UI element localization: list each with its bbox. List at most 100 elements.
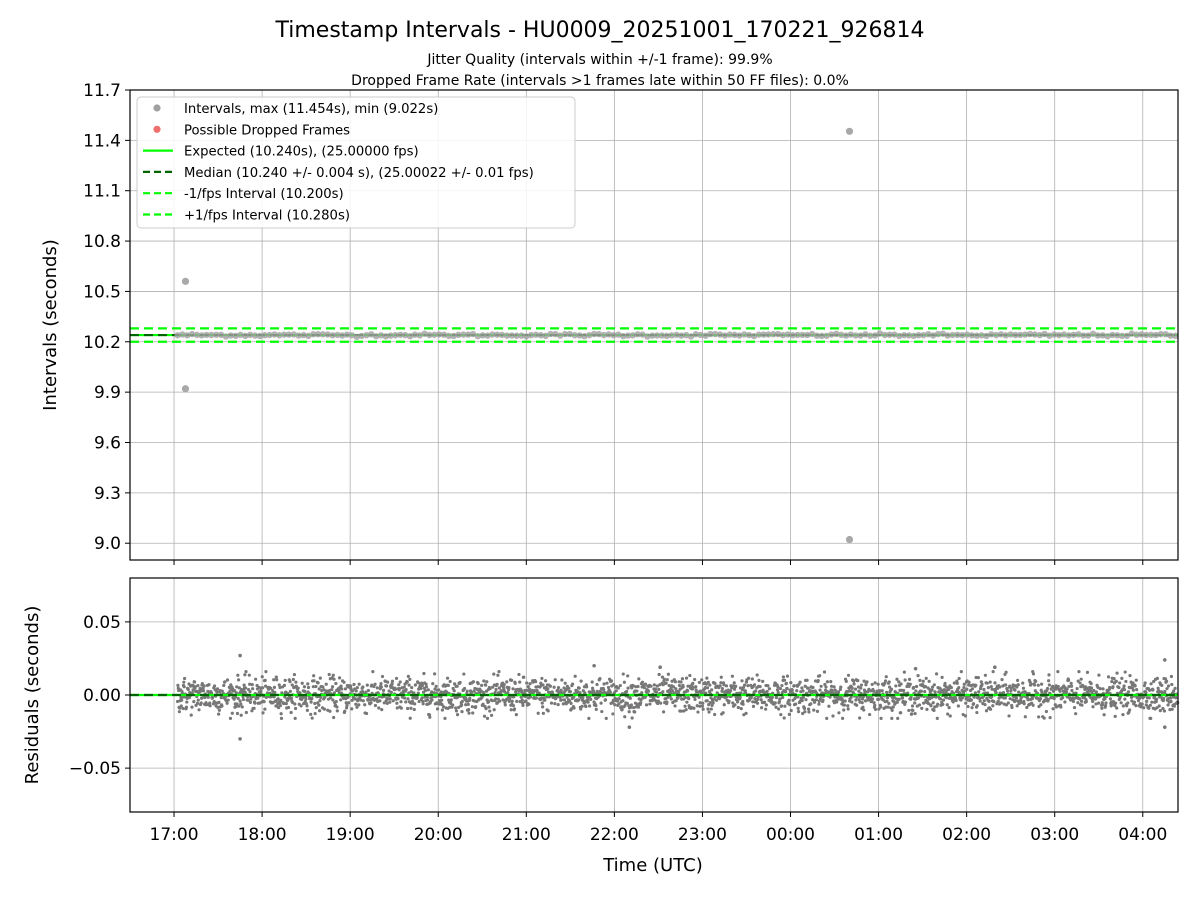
residual-point	[301, 695, 305, 699]
residual-point	[310, 716, 314, 720]
interval-point	[823, 332, 830, 339]
residual-point	[407, 691, 411, 695]
residual-point	[577, 698, 581, 702]
residual-point	[448, 679, 452, 684]
residual-point	[976, 675, 980, 680]
interval-point	[387, 332, 394, 339]
residual-point	[558, 695, 562, 699]
residual-point	[314, 684, 318, 689]
residual-point	[673, 680, 678, 684]
residual-point	[860, 701, 864, 705]
residual-point	[390, 679, 395, 683]
residual-point	[836, 690, 841, 694]
residual-point	[722, 703, 726, 707]
residual-point	[846, 673, 851, 677]
residual-point	[431, 682, 435, 686]
residual-point	[568, 699, 572, 703]
residual-point	[313, 711, 317, 716]
residual-point	[223, 680, 227, 684]
residual-point	[829, 684, 834, 688]
residual-point	[800, 686, 804, 690]
residual-point	[770, 695, 774, 699]
residual-point	[460, 710, 464, 714]
residual-point	[378, 699, 382, 703]
residual-point	[1169, 696, 1173, 700]
residual-point	[983, 673, 987, 677]
residual-point	[975, 704, 979, 708]
residual-point	[197, 708, 201, 712]
residual-point	[868, 712, 872, 717]
interval-point	[978, 332, 985, 339]
residual-point	[719, 681, 723, 685]
residual-point	[698, 701, 702, 705]
residual-point	[1091, 705, 1095, 709]
residual-point	[883, 679, 888, 683]
residual-point	[1092, 688, 1096, 693]
residual-point	[525, 681, 529, 685]
interval-point	[619, 332, 627, 340]
residual-point	[1134, 704, 1138, 708]
residual-point	[1000, 677, 1004, 682]
residual-point	[885, 690, 889, 694]
residual-point	[385, 701, 389, 705]
residual-point	[1114, 679, 1118, 683]
residual-point	[586, 700, 590, 704]
residual-point	[879, 705, 883, 709]
residual-point	[676, 696, 680, 700]
residual-point	[583, 691, 587, 695]
residual-point	[738, 695, 742, 699]
interval-point	[411, 331, 419, 338]
residual-point	[1101, 687, 1105, 691]
residual-point	[762, 700, 767, 704]
residual-point	[660, 675, 665, 679]
residual-point	[569, 701, 573, 705]
residual-point	[1144, 691, 1148, 695]
residual-point	[916, 696, 921, 700]
residual-point	[273, 690, 277, 695]
residual-point	[1100, 706, 1104, 710]
time-tick-label: 00:00	[766, 825, 815, 845]
residual-point	[314, 706, 318, 710]
residual-point	[705, 686, 710, 690]
residual-point	[886, 705, 890, 709]
residual-point	[870, 697, 875, 701]
residual-point	[540, 676, 544, 681]
residual-point	[204, 702, 209, 707]
residual-point	[549, 701, 554, 705]
interval-point	[479, 332, 486, 339]
residual-point	[590, 680, 594, 684]
residual-point	[579, 707, 583, 711]
residual-point	[355, 686, 359, 690]
interval-point	[1075, 331, 1082, 338]
residual-point	[330, 687, 334, 692]
residual-point	[1147, 706, 1151, 710]
residual-point	[565, 695, 569, 699]
residual-point	[750, 677, 754, 681]
residual-point	[613, 703, 617, 707]
residual-point	[425, 695, 429, 699]
residual-point	[755, 673, 759, 677]
interval-point	[813, 332, 821, 339]
residual-point	[515, 699, 519, 703]
residual-point	[652, 683, 656, 687]
residual-point	[978, 696, 982, 700]
residual-point	[1133, 684, 1137, 688]
residual-point	[910, 712, 914, 716]
interval-point	[1138, 331, 1145, 338]
residual-point	[733, 703, 737, 707]
residual-point	[1040, 690, 1044, 694]
interval-point	[784, 331, 792, 338]
residual-point	[863, 699, 868, 703]
residual-point	[1026, 698, 1030, 702]
residual-point	[359, 698, 363, 702]
residual-point	[217, 712, 221, 716]
residual-point	[1047, 679, 1051, 683]
residual-point	[790, 688, 794, 692]
residual-point	[757, 678, 761, 682]
residual-point	[322, 688, 326, 692]
residual-point	[365, 683, 369, 687]
residual-point	[495, 682, 499, 686]
interval-point	[692, 331, 700, 338]
residual-point	[586, 697, 590, 702]
